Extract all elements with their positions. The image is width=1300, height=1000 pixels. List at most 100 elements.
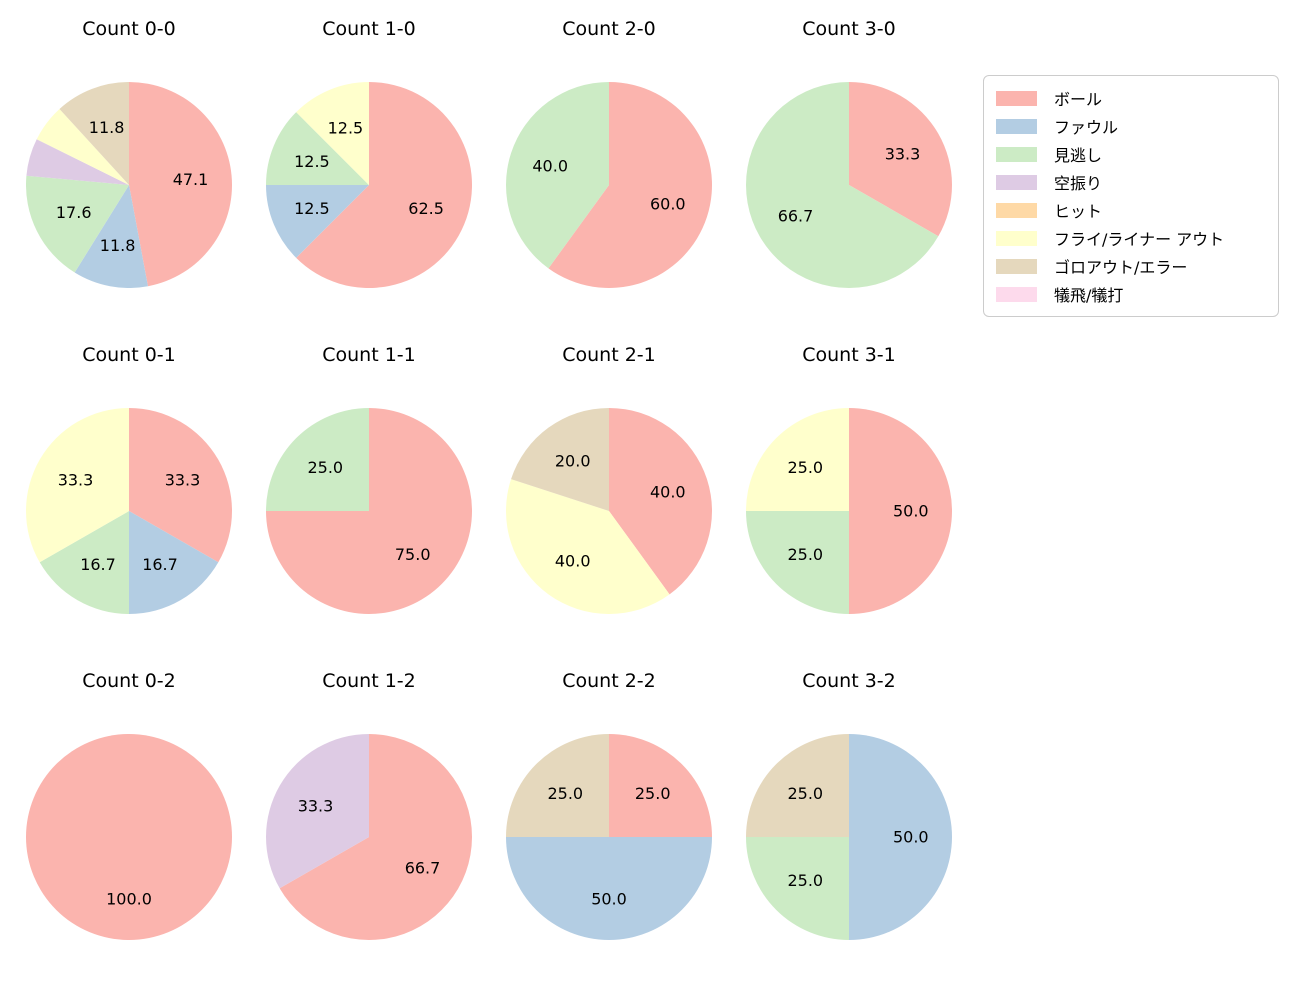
pie-chart: 62.5 12.5 12.5 12.5 xyxy=(266,82,472,288)
pie-slice-percent-label: 12.5 xyxy=(294,152,330,171)
pie-slice-percent-label: 12.5 xyxy=(294,199,330,218)
legend-item: ヒット xyxy=(996,196,1266,224)
pie-slice-percent-label: 40.0 xyxy=(650,482,686,501)
pie-slice-percent-label: 33.3 xyxy=(298,797,334,816)
pie-slice xyxy=(746,837,849,940)
pie-chart: 25.0 50.0 25.0 xyxy=(506,734,712,940)
pie-chart-cell: Count 3-0 33.3 66.7 xyxy=(729,0,969,326)
pie-chart: 50.0 25.0 25.0 xyxy=(746,408,952,614)
chart-title: Count 1-0 xyxy=(322,18,416,40)
pie-chart-cell: Count 2-1 40.0 40.0 20.0 xyxy=(489,326,729,652)
pie-slice-percent-label: 17.6 xyxy=(56,203,92,222)
pie-chart-grid: Count 0-0 47.1 11.8 17.6 11.8 Count 1-0 62.5 12… xyxy=(9,0,969,978)
pie-slice xyxy=(849,734,952,940)
pie-slice-percent-label: 40.0 xyxy=(555,552,591,571)
legend-item: 見逃し xyxy=(996,140,1266,168)
pie-slice-percent-label: 25.0 xyxy=(787,784,823,803)
legend-color-swatch xyxy=(996,230,1037,246)
pie-slice xyxy=(849,82,952,237)
chart-title: Count 0-2 xyxy=(82,670,176,692)
pie-chart: 50.0 25.0 25.0 xyxy=(746,734,952,940)
pie-slice-percent-label: 25.0 xyxy=(547,784,583,803)
pie-slice-percent-label: 25.0 xyxy=(635,784,671,803)
pie-slice xyxy=(506,837,712,940)
chart-title: Count 3-1 xyxy=(802,344,896,366)
legend-label: 見逃し xyxy=(1054,146,1103,165)
pie-slice xyxy=(296,82,369,185)
pie-slice xyxy=(746,408,849,511)
pie-slice-percent-label: 50.0 xyxy=(591,889,627,908)
pie-slice-percent-label: 16.7 xyxy=(142,555,178,574)
pie-slice xyxy=(266,185,369,258)
pie-chart: 47.1 11.8 17.6 11.8 xyxy=(26,82,232,288)
pie-slice xyxy=(746,82,939,288)
pie-chart: 66.7 33.3 xyxy=(266,734,472,940)
legend-color-swatch xyxy=(996,286,1037,302)
legend-label: ヒット xyxy=(1054,202,1103,221)
pie-chart-cell: Count 2-0 60.0 40.0 xyxy=(489,0,729,326)
pie-slice xyxy=(26,139,129,185)
pie-chart-cell: Count 1-2 66.7 33.3 xyxy=(249,652,489,978)
chart-title: Count 2-0 xyxy=(562,18,656,40)
pie-chart: 100.0 xyxy=(26,734,232,940)
pie-slice xyxy=(746,511,849,614)
pie-slice xyxy=(506,479,670,614)
pie-slice-percent-label: 60.0 xyxy=(650,195,686,214)
pie-slice-percent-label: 11.8 xyxy=(89,118,125,137)
legend-item: ファウル xyxy=(996,112,1266,140)
pie-slice-percent-label: 25.0 xyxy=(787,545,823,564)
pie-slice-percent-label: 50.0 xyxy=(893,828,929,847)
pie-slice xyxy=(39,511,129,614)
pie-slice xyxy=(129,408,232,563)
legend-color-swatch xyxy=(996,118,1037,134)
pie-slice-percent-label: 11.8 xyxy=(100,236,136,255)
pie-slice-percent-label: 100.0 xyxy=(106,889,152,908)
legend-label: ファウル xyxy=(1054,118,1119,137)
pie-slice xyxy=(609,408,712,595)
pie-slice xyxy=(26,408,130,563)
pie-slice-percent-label: 66.7 xyxy=(778,207,814,226)
pie-chart-cell: Count 0-2 100.0 xyxy=(9,652,249,978)
pie-slice-percent-label: 25.0 xyxy=(787,458,823,477)
chart-title: Count 0-0 xyxy=(82,18,176,40)
chart-title: Count 3-0 xyxy=(802,18,896,40)
legend-item: 空振り xyxy=(996,168,1266,196)
pie-slice-percent-label: 33.3 xyxy=(165,471,201,490)
pie-slice-percent-label: 20.0 xyxy=(555,452,591,471)
pie-slice xyxy=(506,734,609,837)
chart-title: Count 1-1 xyxy=(322,344,416,366)
legend: ボール ファウル 見逃し 空振り ヒット フライ/ライナー アウト ゴロアウト/エラー 犠飛/… xyxy=(983,75,1279,317)
pie-chart: 75.0 25.0 xyxy=(266,408,472,614)
legend-color-swatch xyxy=(996,258,1037,274)
legend-item: 犠飛/犠打 xyxy=(996,280,1266,308)
chart-title: Count 3-2 xyxy=(802,670,896,692)
pie-chart: 33.3 16.7 16.7 33.3 xyxy=(26,408,232,614)
pie-slice xyxy=(59,82,129,185)
pie-slice-percent-label: 66.7 xyxy=(405,859,441,878)
pie-slice-percent-label: 33.3 xyxy=(58,471,94,490)
pie-slice xyxy=(36,108,130,185)
legend-label: 犠飛/犠打 xyxy=(1054,286,1124,305)
legend-color-swatch xyxy=(996,90,1037,106)
pie-slice-percent-label: 75.0 xyxy=(395,545,431,564)
pie-slice xyxy=(296,82,472,288)
pie-slice xyxy=(129,82,232,287)
legend-label: ゴロアウト/エラー xyxy=(1054,258,1188,277)
pie-slice xyxy=(266,408,369,511)
chart-title: Count 0-1 xyxy=(82,344,176,366)
legend-label: ボール xyxy=(1054,90,1103,109)
pie-slice xyxy=(26,175,129,273)
legend-color-swatch xyxy=(996,146,1037,162)
pie-slice xyxy=(609,734,712,837)
pie-chart: 60.0 40.0 xyxy=(506,82,712,288)
chart-title: Count 2-2 xyxy=(562,670,656,692)
pie-slice xyxy=(849,408,952,614)
pie-slice-percent-label: 50.0 xyxy=(893,502,929,521)
pie-slice-percent-label: 16.7 xyxy=(80,555,116,574)
pie-slice xyxy=(548,82,712,288)
pie-slice xyxy=(511,408,609,511)
pie-chart: 40.0 40.0 20.0 xyxy=(506,408,712,614)
legend-color-swatch xyxy=(996,202,1037,218)
pie-chart-cell: Count 3-2 50.0 25.0 25.0 xyxy=(729,652,969,978)
legend-item: ゴロアウト/エラー xyxy=(996,252,1266,280)
